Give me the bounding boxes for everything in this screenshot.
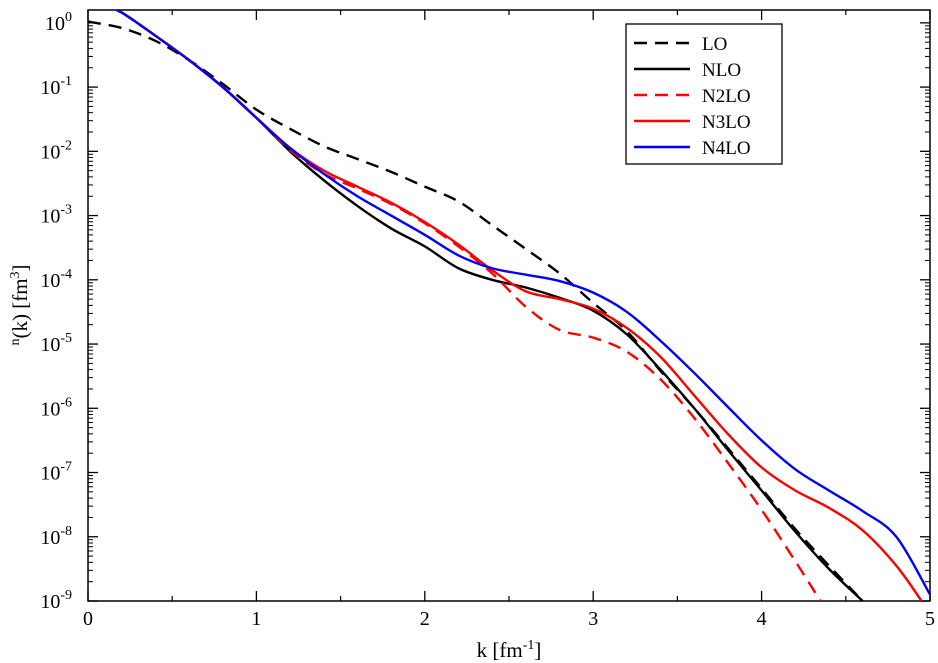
- legend-label-n4lo: N4LO: [702, 138, 751, 159]
- x-tick-label: 0: [83, 608, 93, 630]
- legend-label-nlo: NLO: [702, 60, 741, 81]
- y-axis-label-sup-pre: n: [8, 339, 23, 346]
- x-axis-label: k [fm-1]: [477, 638, 542, 662]
- series-group: [88, 10, 930, 601]
- x-axis-label-suffix: ]: [534, 638, 541, 662]
- x-tick-label: 1: [251, 608, 261, 630]
- x-tick-label: 3: [588, 608, 598, 630]
- y-tick-label: 10-5: [40, 331, 72, 356]
- legend-label-n3lo: N3LO: [702, 112, 751, 133]
- axis-ticks: 0 1 2 3 4 5 100 10-1 10-2 10-3 10-4 10-5 10-6 10-7 10-…: [40, 10, 935, 630]
- y-tick-label: 10-8: [40, 524, 72, 549]
- y-tick-label: 10-2: [40, 138, 72, 163]
- y-axis-label-suffix: ]: [8, 264, 32, 271]
- y-tick-label: 10-9: [40, 588, 72, 613]
- y-tick-label: 10-6: [40, 395, 72, 420]
- y-axis-label-sup: 3: [8, 271, 23, 278]
- y-tick-label: 10-7: [40, 460, 72, 485]
- series-line-lo: [88, 20, 864, 601]
- x-tick-label: 5: [925, 608, 935, 630]
- legend-box: [625, 23, 783, 165]
- y-tick-label: 100: [45, 10, 72, 35]
- y-axis-label: n(k) [fm3]: [8, 264, 32, 345]
- series-line-n4lo: [113, 10, 930, 596]
- x-tick-label: 4: [757, 608, 767, 630]
- y-tick-label: 10-4: [40, 267, 72, 292]
- legend-label-lo: LO: [702, 34, 727, 55]
- x-axis-label-main: k [fm: [477, 638, 523, 662]
- x-tick-label: 2: [420, 608, 430, 630]
- series-line-n3lo: [113, 10, 923, 601]
- legend: LO NLO N2LO N3LO N4LO: [625, 23, 783, 165]
- y-tick-label: 10-3: [40, 203, 72, 228]
- x-axis-label-sup: -1: [523, 638, 535, 653]
- plot-frame: [87, 9, 931, 602]
- y-tick-label: 10-1: [40, 74, 72, 99]
- y-axis-label-main: (k) [fm: [8, 278, 32, 338]
- legend-label-n2lo: N2LO: [702, 86, 751, 107]
